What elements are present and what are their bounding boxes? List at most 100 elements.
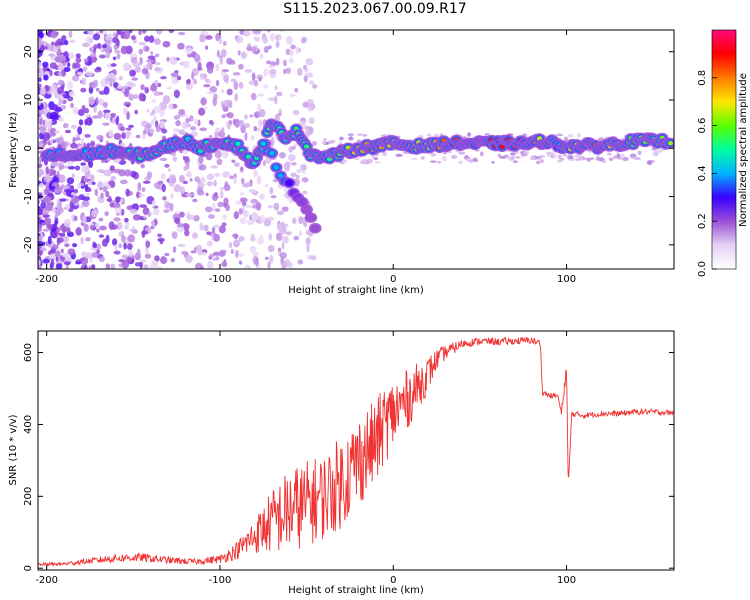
- spectral-speckle: [90, 46, 94, 52]
- spectral-speckle: [197, 190, 205, 196]
- x-tick-label: -200: [35, 575, 58, 586]
- spectral-speckle: [192, 198, 198, 203]
- spectral-speckle: [305, 58, 314, 66]
- spectral-speckle: [80, 237, 84, 245]
- spectral-speckle: [185, 254, 193, 263]
- spectral-speckle: [153, 116, 157, 122]
- spectral-speckle: [233, 81, 239, 91]
- spectral-speckle: [429, 160, 437, 163]
- spectral-speckle: [608, 157, 614, 161]
- spectral-speckle: [312, 84, 318, 89]
- spectral-speckle: [199, 265, 204, 269]
- spectral-speckle: [137, 182, 142, 192]
- spectral-speckle: [63, 261, 71, 266]
- spectral-speckle: [39, 118, 43, 127]
- spectral-speckle: [40, 221, 49, 226]
- spectral-speckle: [252, 36, 260, 40]
- spectral-speckle: [145, 240, 151, 248]
- spectral-speckle: [354, 157, 360, 161]
- spectral-speckle: [71, 173, 75, 179]
- spectral-speckle: [239, 191, 245, 196]
- spectral-speckle: [123, 169, 132, 177]
- spectral-speckle: [238, 235, 245, 242]
- spectral-speckle: [451, 155, 458, 160]
- spectral-speckle: [268, 64, 275, 68]
- spectral-speckle: [141, 30, 147, 34]
- spectral-speckle: [300, 164, 307, 171]
- spectral-speckle: [298, 230, 302, 237]
- spectral-speckle: [198, 155, 204, 164]
- spectral-speckle: [175, 120, 181, 127]
- spectral-speckle: [133, 94, 139, 99]
- spectral-speckle: [256, 127, 261, 132]
- spectral-speckle: [164, 200, 170, 209]
- spectral-speckle: [52, 244, 59, 250]
- spectral-speckle: [164, 252, 170, 257]
- spectral-speckle: [173, 128, 180, 133]
- spectral-secondary-point: [299, 199, 305, 205]
- spectral-speckle: [206, 173, 215, 181]
- colorbar-tick-label: 0.0: [697, 261, 708, 277]
- spectral-speckle: [232, 118, 237, 126]
- spectral-speckle: [242, 30, 251, 37]
- spectral-speckle: [200, 176, 206, 184]
- spectral-speckle: [213, 180, 217, 187]
- spectral-speckle: [80, 137, 85, 146]
- spectrogram-frame: [37, 29, 675, 270]
- spectral-speckle: [89, 174, 95, 183]
- spectral-speckle: [177, 42, 185, 50]
- spectral-speckle: [308, 231, 314, 237]
- spectral-speckle: [158, 91, 164, 96]
- spectral-speckle: [206, 91, 214, 95]
- spectral-speckle: [161, 128, 168, 134]
- spectral-speckle: [278, 108, 282, 113]
- spectral-speckle: [619, 153, 626, 158]
- spectral-speckle: [170, 258, 175, 263]
- spectral-speckle: [114, 196, 122, 203]
- spectral-speckle: [508, 156, 515, 161]
- spectral-speckle: [244, 114, 248, 120]
- spectral-speckle: [104, 75, 110, 85]
- spectral-secondary-point: [273, 165, 279, 170]
- spectral-speckle: [287, 154, 296, 162]
- spectral-speckle: [141, 230, 146, 238]
- spectral-speckle: [547, 154, 553, 157]
- spectral-speckle: [219, 186, 225, 191]
- spectral-speckle: [258, 109, 266, 118]
- spectral-speckle: [192, 78, 198, 85]
- spectral-speckle: [111, 117, 117, 125]
- spectral-speckle: [64, 124, 68, 128]
- spectral-speckle: [38, 142, 44, 148]
- spectral-speckle: [529, 156, 536, 161]
- spectral-speckle: [132, 214, 141, 221]
- spectral-speckle: [199, 33, 206, 43]
- spectral-speckle: [147, 211, 151, 218]
- spectral-speckle: [102, 186, 108, 193]
- spectral-speckle: [188, 214, 195, 220]
- x-tick-label: -100: [209, 274, 232, 285]
- spectral-speckle: [65, 204, 71, 210]
- spectral-speckle: [234, 162, 240, 168]
- spectral-speckle: [49, 139, 54, 144]
- spectral-speckle: [214, 130, 218, 140]
- spectral-speckle: [85, 237, 91, 242]
- spectral-speckle: [91, 209, 98, 218]
- chart-title: S115.2023.067.00.09.R17: [283, 1, 467, 17]
- spectral-speckle: [162, 196, 167, 201]
- spectral-speckle: [148, 35, 155, 44]
- spectral-speckle: [301, 177, 309, 183]
- spectral-speckle: [258, 119, 263, 128]
- spectral-speckle: [216, 158, 223, 166]
- spectral-speckle: [171, 231, 178, 239]
- spectral-speckle: [193, 118, 199, 125]
- spectral-speckle: [67, 248, 76, 256]
- spectral-speckle: [185, 117, 190, 124]
- spectral-speckle: [162, 95, 171, 104]
- spectral-speckle: [95, 87, 100, 92]
- spectral-speckle: [80, 77, 87, 86]
- spectral-speckle: [233, 176, 237, 185]
- spectral-speckle: [269, 33, 275, 42]
- spectral-speckle: [98, 217, 104, 222]
- spectral-speckle: [188, 115, 194, 122]
